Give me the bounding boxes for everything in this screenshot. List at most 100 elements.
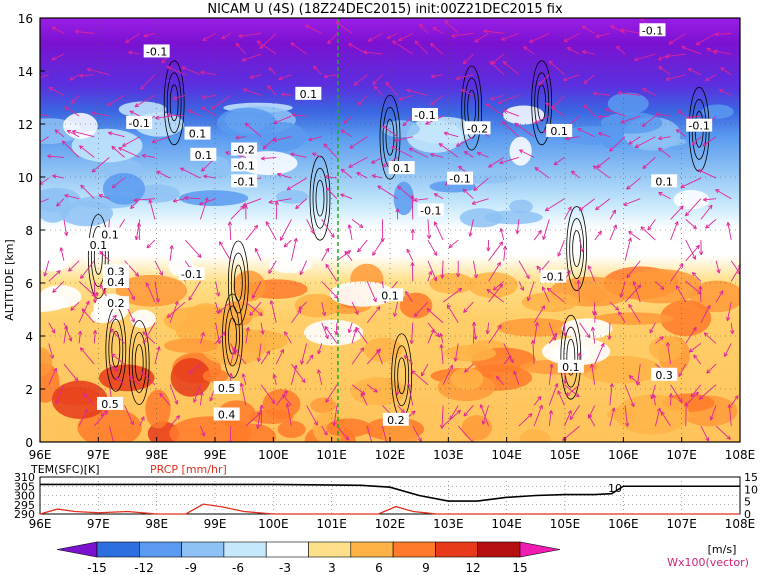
- wind-vector-head: [718, 89, 724, 94]
- wind-vector-head: [327, 39, 332, 45]
- wind-vector: [69, 74, 80, 81]
- y-tick-label: 8: [25, 224, 33, 238]
- wind-vector-head: [592, 91, 598, 96]
- wind-vector-head: [628, 375, 634, 380]
- contour-label: 0.1: [300, 88, 318, 101]
- positive-wind-patch: [496, 318, 574, 337]
- wind-vector: [553, 157, 565, 166]
- wind-vector-head: [251, 294, 256, 299]
- wind-vector: [122, 136, 140, 147]
- wind-vector: [382, 125, 398, 138]
- wind-vector: [655, 113, 671, 117]
- contour-label: -0.1: [181, 268, 202, 281]
- wind-vector: [533, 322, 538, 344]
- wind-vector: [244, 122, 262, 138]
- wind-vector-head: [146, 244, 151, 249]
- wind-vector-head: [414, 40, 419, 45]
- wind-vector: [180, 167, 201, 179]
- contour-label-box: [190, 147, 217, 161]
- wind-vector: [596, 157, 611, 169]
- negative-wind-patch: [600, 112, 663, 134]
- positive-wind-patch: [382, 421, 418, 442]
- wind-vector-head: [130, 295, 135, 301]
- wind-vector: [529, 32, 550, 43]
- wind-vector: [321, 322, 329, 339]
- contour-label-box: [377, 288, 403, 302]
- wind-vector-head: [358, 223, 364, 229]
- wind-vector: [681, 46, 702, 55]
- wind-vector-head: [649, 329, 654, 334]
- wind-vector-head: [354, 310, 359, 315]
- contour-label: 0.1: [550, 125, 568, 138]
- bottom-x-tick-label: 101E: [316, 517, 347, 531]
- wind-vector-head: [719, 290, 724, 295]
- wind-vector-head: [538, 404, 543, 410]
- wind-vector-head: [69, 76, 75, 81]
- positive-wind-patch: [399, 292, 433, 319]
- contour-label: 0.2: [107, 297, 125, 310]
- wind-vector-head: [665, 76, 671, 81]
- wind-vector-head: [272, 374, 277, 379]
- wind-vector: [268, 67, 277, 76]
- contour-label-box: [546, 123, 573, 137]
- wind-vector-head: [300, 360, 305, 365]
- wind-vector-head: [323, 74, 328, 79]
- wind-vector-head: [597, 114, 602, 119]
- wind-vector-head: [158, 271, 163, 276]
- wind-vector-head: [656, 407, 662, 412]
- colorbar-swatch: [223, 541, 267, 558]
- contour-label-box: [126, 116, 153, 129]
- wind-vector: [678, 363, 687, 377]
- wind-vector-head: [488, 163, 493, 168]
- contour-line: [394, 345, 410, 407]
- wind-vector: [724, 343, 732, 357]
- wind-vector-head: [736, 270, 740, 275]
- wind-vector-head: [590, 363, 595, 369]
- wind-vector: [336, 425, 350, 441]
- wind-vector: [355, 327, 368, 344]
- wind-vector: [700, 204, 713, 220]
- bottom-left-tick-label: 310: [14, 471, 35, 484]
- wind-vector-head: [408, 147, 414, 152]
- wind-vector-head: [618, 311, 623, 316]
- wind-vector-head: [723, 352, 728, 357]
- wind-vector-head: [107, 101, 112, 106]
- wind-vector: [545, 198, 565, 212]
- wind-vector-head: [675, 285, 680, 290]
- wind-vector: [405, 291, 414, 303]
- contour-line: [169, 84, 179, 122]
- wind-vector-head: [490, 96, 495, 101]
- wind-vector: [166, 301, 186, 318]
- wind-vector-head: [145, 282, 150, 287]
- wind-vector-head: [583, 104, 588, 110]
- negative-wind-patch: [178, 190, 249, 207]
- wind-vector: [277, 173, 292, 179]
- wind-vector-head: [600, 342, 605, 348]
- wind-vector: [588, 405, 596, 419]
- wind-vector-head: [486, 247, 491, 252]
- wind-vector: [321, 281, 339, 299]
- wind-vector: [60, 247, 65, 261]
- wind-vector: [628, 136, 641, 145]
- colorbar-label: -6: [232, 561, 244, 575]
- wind-vector-head: [130, 204, 135, 210]
- wind-vector-head: [526, 296, 531, 302]
- contour-line: [566, 338, 576, 376]
- wind-vector: [335, 322, 338, 335]
- x-tick-label: 106E: [608, 448, 639, 462]
- wind-vector: [111, 177, 125, 189]
- chart-title: NICAM U (4S) (18Z24DEC2015) init:00Z21DE…: [207, 2, 563, 17]
- wind-vector-head: [463, 308, 468, 313]
- colorbar-label: 9: [422, 561, 430, 575]
- wind-vector-head: [449, 415, 454, 420]
- wind-vector: [357, 239, 368, 253]
- wind-vector: [482, 405, 490, 425]
- wind-vector: [626, 177, 641, 190]
- wind-vector: [503, 343, 514, 363]
- wind-vector: [290, 153, 307, 158]
- wind-vector: [64, 106, 80, 117]
- wind-vector-head: [340, 168, 346, 173]
- wind-vector: [427, 219, 430, 239]
- wind-vector-head: [201, 106, 206, 111]
- wind-vector-head: [660, 285, 665, 291]
